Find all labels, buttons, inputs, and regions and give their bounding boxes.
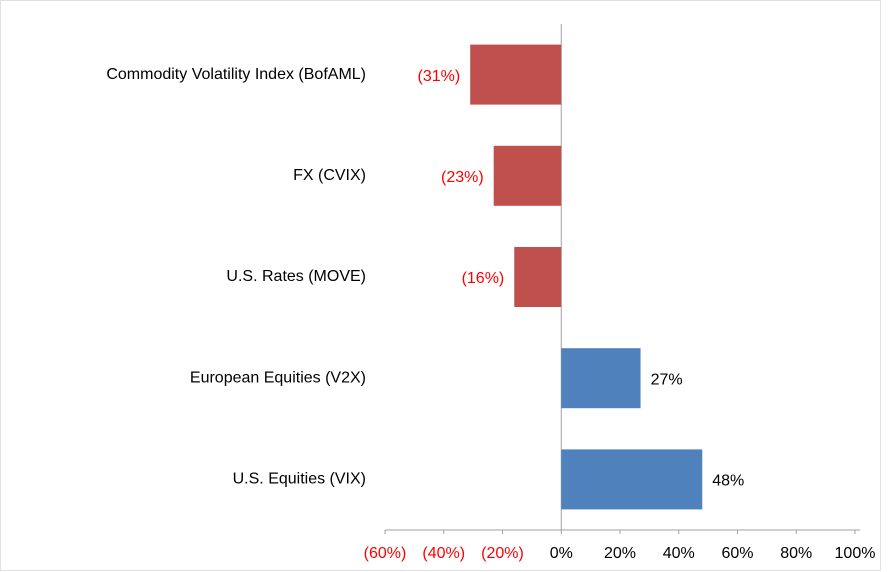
bar xyxy=(470,44,562,105)
y-tick-label: U.S. Rates (MOVE) xyxy=(226,268,366,285)
data-label: (23%) xyxy=(441,169,484,186)
x-tick-label: 100% xyxy=(835,545,876,562)
x-tick-label: 60% xyxy=(721,545,753,562)
x-tick-label: (20%) xyxy=(481,545,524,562)
x-tick-label: 40% xyxy=(663,545,695,562)
data-label: (31%) xyxy=(418,68,461,85)
bar xyxy=(493,145,562,206)
data-label: 48% xyxy=(712,473,744,490)
x-tick-label: 0% xyxy=(550,545,573,562)
x-tick-label: (40%) xyxy=(422,545,465,562)
y-tick-label: FX (CVIX) xyxy=(293,167,366,184)
x-tick-label: (60%) xyxy=(364,545,407,562)
x-tick-label: 80% xyxy=(780,545,812,562)
x-tick-label: 20% xyxy=(604,545,636,562)
data-label: (16%) xyxy=(462,270,505,287)
y-tick-label: Commodity Volatility Index (BofAML) xyxy=(106,66,366,83)
bar xyxy=(514,247,562,307)
y-tick-label: European Equities (V2X) xyxy=(190,369,366,386)
data-label: 27% xyxy=(651,371,683,388)
y-tick-label: U.S. Equities (VIX) xyxy=(233,471,366,488)
bar xyxy=(561,449,703,510)
bar xyxy=(561,348,641,409)
